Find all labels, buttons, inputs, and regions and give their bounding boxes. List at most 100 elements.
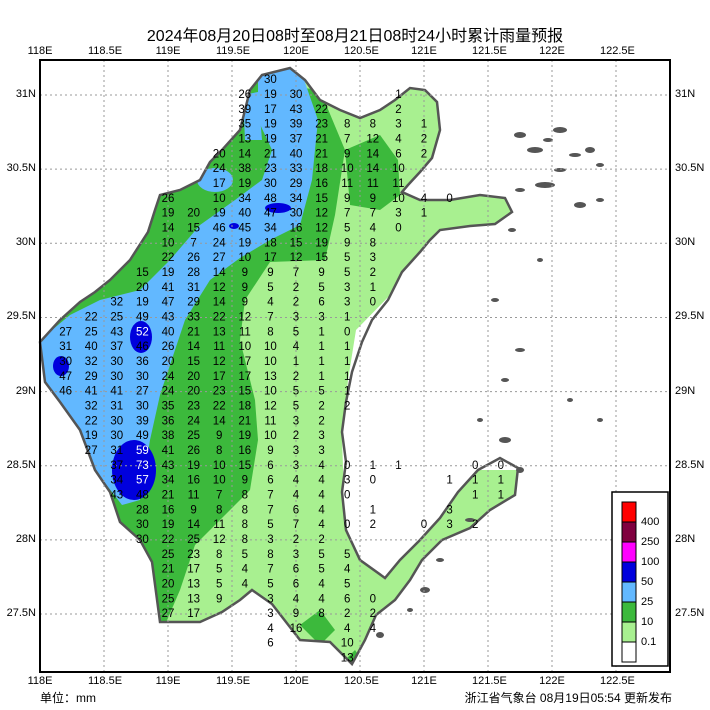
rainfall-value: 19 [264, 89, 277, 101]
rainfall-value: 4 [318, 578, 325, 590]
rainfall-value: 17 [213, 371, 226, 383]
islands [376, 127, 604, 638]
rainfall-value: 2 [293, 282, 299, 294]
rainfall-value: 1 [395, 89, 401, 101]
rainfall-value: 48 [136, 489, 149, 501]
rainfall-value: 4 [318, 475, 325, 487]
rainfall-value: 11 [239, 326, 251, 338]
rainfall-value: 3 [267, 534, 273, 546]
rainfall-value: 49 [136, 430, 149, 442]
rainfall-value: 12 [290, 252, 303, 264]
rainfall-value: 9 [242, 282, 248, 294]
lon-label-top: 118E [27, 45, 53, 57]
rainfall-value: 17 [187, 608, 200, 620]
island [499, 437, 511, 443]
lon-label-top: 122E [539, 45, 565, 57]
rainfall-value: 40 [162, 326, 175, 338]
rainfall-value: 26 [238, 89, 251, 101]
rainfall-value: 1 [344, 386, 350, 398]
rainfall-value: 10 [264, 386, 277, 398]
island [515, 348, 525, 352]
rainfall-value: 4 [395, 134, 402, 146]
rainfall-value: 16 [238, 445, 251, 457]
rainfall-value: 7 [267, 311, 273, 323]
rainfall-value: 23 [315, 119, 328, 131]
zone-50-100 [130, 321, 152, 353]
lon-label-top: 120.5E [344, 45, 379, 57]
lat-label-left: 31N [15, 88, 36, 100]
rainfall-value: 11 [213, 519, 225, 531]
rainfall-value: 5 [216, 564, 222, 576]
rainfall-value: 0 [446, 193, 452, 205]
rainfall-value: 5 [344, 252, 350, 264]
rainfall-value: 4 [370, 223, 377, 235]
rainfall-value: 41 [85, 386, 98, 398]
rainfall-value: 8 [242, 504, 248, 516]
rainfall-value: 4 [318, 489, 325, 501]
lat-label-left: 29.5N [6, 310, 36, 323]
rainfall-value: 30 [110, 371, 123, 383]
rainfall-value: 26 [187, 252, 200, 264]
lat-label-left: 29N [15, 384, 36, 397]
rainfall-value: 3 [293, 415, 299, 427]
map-title: 2024年08月20日08时至08月21日08时24小时累计雨量预报 [146, 28, 564, 45]
rainfall-value: 6 [267, 460, 273, 472]
rainfall-value: 6 [267, 638, 273, 650]
rainfall-value: 24 [162, 386, 175, 398]
lat-label-left: 30N [15, 236, 36, 249]
lon-label-bottom: 119E [155, 675, 181, 687]
rainfall-value: 43 [110, 326, 123, 338]
rainfall-value: 47 [59, 371, 72, 383]
rainfall-value: 3 [293, 549, 299, 561]
rainfall-value: 2 [293, 297, 299, 309]
lat-label-right: 29.5N [675, 310, 705, 323]
rainfall-value: 1 [344, 371, 350, 383]
lat-label-left: 28.5N [6, 458, 36, 471]
rainfall-value: 16 [290, 223, 303, 235]
rainfall-value: 9 [267, 445, 273, 457]
rainfall-value: 0 [370, 475, 376, 487]
rainfall-value: 31 [187, 282, 200, 294]
rainfall-value: 4 [318, 519, 325, 531]
rainfall-value: 39 [238, 104, 251, 116]
rainfall-value: 2 [293, 430, 299, 442]
rainfall-value: 13 [187, 593, 200, 605]
rainfall-value: 15 [315, 193, 328, 205]
rainfall-value: 10 [213, 193, 226, 205]
lon-label-bottom: 121.5E [472, 675, 507, 687]
zone-50-100 [229, 223, 239, 229]
rainfall-value: 43 [110, 489, 123, 501]
rainfall-value: 46 [136, 341, 149, 353]
rainfall-value: 2 [318, 415, 324, 427]
rainfall-value: 3 [293, 311, 299, 323]
rainfall-value: 0 [472, 460, 478, 472]
rainfall-value: 41 [162, 282, 175, 294]
legend-label: 50 [641, 576, 653, 588]
rainfall-value: 6 [344, 593, 350, 605]
rainfall-value: 1 [421, 119, 427, 131]
rainfall-value: 19 [136, 297, 149, 309]
rainfall-value: 7 [344, 208, 350, 220]
rainfall-value: 1 [421, 208, 427, 220]
rainfall-value: 8 [267, 549, 273, 561]
rainfall-value: 19 [264, 134, 277, 146]
rainfall-value: 3 [293, 460, 299, 472]
rainfall-value: 6 [267, 475, 273, 487]
rainfall-value: 31 [110, 445, 123, 457]
rainfall-value: 8 [318, 608, 324, 620]
rainfall-value: 8 [242, 534, 248, 546]
rainfall-value: 14 [366, 148, 379, 160]
rainfall-value: 33 [290, 163, 303, 175]
rainfall-value: 27 [85, 445, 98, 457]
rainfall-value: 9 [344, 193, 350, 205]
rainfall-value: 0 [344, 326, 350, 338]
rainfall-value: 1 [370, 460, 376, 472]
legend-label: 400 [641, 516, 659, 528]
lon-label-bottom: 122E [539, 675, 565, 687]
rainfall-value: 14 [213, 415, 226, 427]
rainfall-value: 9 [242, 267, 248, 279]
rainfall-value: 0 [344, 489, 350, 501]
rainfall-value: 1 [344, 311, 350, 323]
island [569, 153, 581, 157]
